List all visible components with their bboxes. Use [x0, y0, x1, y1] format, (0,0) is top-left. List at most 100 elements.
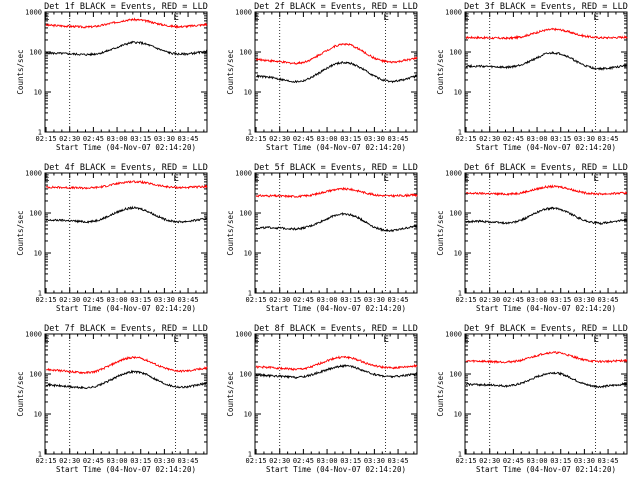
events-series-line — [465, 371, 628, 389]
x-tick-label: 03:45 — [178, 457, 199, 465]
x-tick-label: 02:45 — [293, 296, 314, 304]
panel-2: Det 2f BLACK = Events, RED = LLDEE110100… — [226, 2, 418, 152]
event-marker: E — [594, 335, 599, 345]
y-tick-label: 1000 — [445, 9, 462, 17]
x-tick-label: 02:15 — [456, 135, 477, 143]
y-tick-label: 10 — [454, 89, 462, 97]
x-tick-label: 03:30 — [364, 457, 385, 465]
x-tick-label: 03:45 — [388, 457, 409, 465]
y-axis-label: Counts/sec — [436, 210, 445, 255]
panel-title: Det 2f BLACK = Events, RED = LLD — [254, 2, 418, 12]
panel-9: Det 9f BLACK = Events, RED = LLDEE110100… — [436, 324, 628, 474]
x-tick-label: 02:30 — [59, 135, 80, 143]
x-tick-label: 02:15 — [36, 296, 57, 304]
x-tick-label: 02:45 — [503, 296, 524, 304]
x-tick-label: 03:45 — [598, 135, 619, 143]
lld-series-line — [46, 355, 208, 375]
x-tick-label: 03:00 — [317, 457, 338, 465]
x-tick-label: 03:00 — [527, 135, 548, 143]
panel-6: Det 6f BLACK = Events, RED = LLDEE110100… — [436, 163, 628, 313]
x-tick-label: 02:30 — [269, 296, 290, 304]
panel-title: Det 6f BLACK = Events, RED = LLD — [464, 163, 628, 173]
panel-title: Det 9f BLACK = Events, RED = LLD — [464, 324, 628, 334]
x-tick-label: 03:45 — [388, 296, 409, 304]
x-axis-label: Start Time (04-Nov-07 02:14:20) — [56, 304, 196, 313]
x-tick-label: 03:00 — [317, 296, 338, 304]
x-tick-label: 03:45 — [598, 296, 619, 304]
x-tick-label: 03:00 — [527, 457, 548, 465]
y-tick-label: 1000 — [235, 331, 252, 339]
x-axis-label: Start Time (04-Nov-07 02:14:20) — [266, 143, 406, 152]
y-tick-label: 1000 — [445, 331, 462, 339]
y-tick-label: 100 — [449, 49, 462, 57]
event-marker: E — [384, 174, 389, 184]
y-tick-label: 100 — [239, 210, 252, 218]
x-tick-label: 03:00 — [107, 457, 128, 465]
lld-series-line — [465, 184, 628, 197]
panel-title: Det 3f BLACK = Events, RED = LLD — [464, 2, 628, 12]
x-tick-label: 02:45 — [503, 457, 524, 465]
x-tick-label: 03:15 — [550, 296, 571, 304]
x-tick-label: 03:00 — [107, 296, 128, 304]
x-tick-label: 03:45 — [178, 135, 199, 143]
y-axis-label: Counts/sec — [16, 371, 25, 416]
plot-frame — [464, 172, 628, 294]
events-series-line — [465, 50, 628, 71]
events-series-line — [45, 40, 208, 57]
x-tick-label: 03:30 — [574, 135, 595, 143]
y-tick-label: 1 — [38, 129, 42, 137]
plot-frame — [254, 172, 418, 294]
panel-title: Det 1f BLACK = Events, RED = LLD — [44, 2, 208, 12]
y-tick-label: 10 — [244, 250, 252, 258]
x-tick-label: 02:30 — [59, 457, 80, 465]
x-axis-label: Start Time (04-Nov-07 02:14:20) — [266, 304, 406, 313]
events-series-line — [255, 212, 418, 233]
event-marker: E — [174, 13, 179, 23]
panel-title: Det 7f BLACK = Events, RED = LLD — [44, 324, 208, 334]
x-tick-label: 02:15 — [246, 457, 267, 465]
x-tick-label: 02:15 — [36, 457, 57, 465]
y-tick-label: 10 — [244, 89, 252, 97]
y-tick-label: 1000 — [25, 170, 42, 178]
y-axis-label: Counts/sec — [226, 210, 235, 255]
x-tick-label: 03:15 — [130, 457, 151, 465]
y-tick-label: 10 — [34, 411, 42, 419]
y-tick-label: 10 — [244, 411, 252, 419]
y-tick-label: 10 — [454, 250, 462, 258]
y-axis-label: Counts/sec — [436, 49, 445, 94]
event-marker: E — [174, 174, 179, 184]
x-axis-label: Start Time (04-Nov-07 02:14:20) — [476, 304, 616, 313]
x-tick-label: 03:00 — [527, 296, 548, 304]
x-tick-label: 02:15 — [246, 296, 267, 304]
y-tick-label: 1 — [38, 451, 42, 459]
y-tick-label: 1000 — [25, 9, 42, 17]
x-tick-label: 03:30 — [574, 296, 595, 304]
x-tick-label: 02:45 — [293, 457, 314, 465]
events-series-line — [255, 60, 418, 84]
x-tick-label: 03:15 — [550, 135, 571, 143]
x-tick-label: 02:30 — [479, 135, 500, 143]
x-axis-label: Start Time (04-Nov-07 02:14:20) — [266, 465, 406, 474]
panel-title: Det 4f BLACK = Events, RED = LLD — [44, 163, 208, 173]
x-tick-label: 03:30 — [154, 457, 175, 465]
events-series-line — [465, 206, 628, 226]
event-marker: E — [594, 174, 599, 184]
x-tick-label: 03:30 — [154, 135, 175, 143]
plot-frame — [254, 333, 418, 455]
x-tick-label: 03:30 — [574, 457, 595, 465]
y-tick-label: 10 — [34, 89, 42, 97]
event-marker: E — [174, 335, 179, 345]
y-tick-label: 100 — [449, 371, 462, 379]
y-tick-label: 10 — [454, 411, 462, 419]
panel-5: Det 5f BLACK = Events, RED = LLDEE110100… — [226, 163, 418, 313]
x-tick-label: 02:45 — [293, 135, 314, 143]
x-tick-label: 02:30 — [479, 457, 500, 465]
panel-title: Det 8f BLACK = Events, RED = LLD — [254, 324, 418, 334]
x-tick-label: 03:45 — [178, 296, 199, 304]
x-tick-label: 02:30 — [59, 296, 80, 304]
y-tick-label: 1 — [248, 290, 252, 298]
lld-series-line — [45, 17, 208, 29]
x-tick-label: 03:45 — [388, 135, 409, 143]
y-tick-label: 100 — [239, 49, 252, 57]
